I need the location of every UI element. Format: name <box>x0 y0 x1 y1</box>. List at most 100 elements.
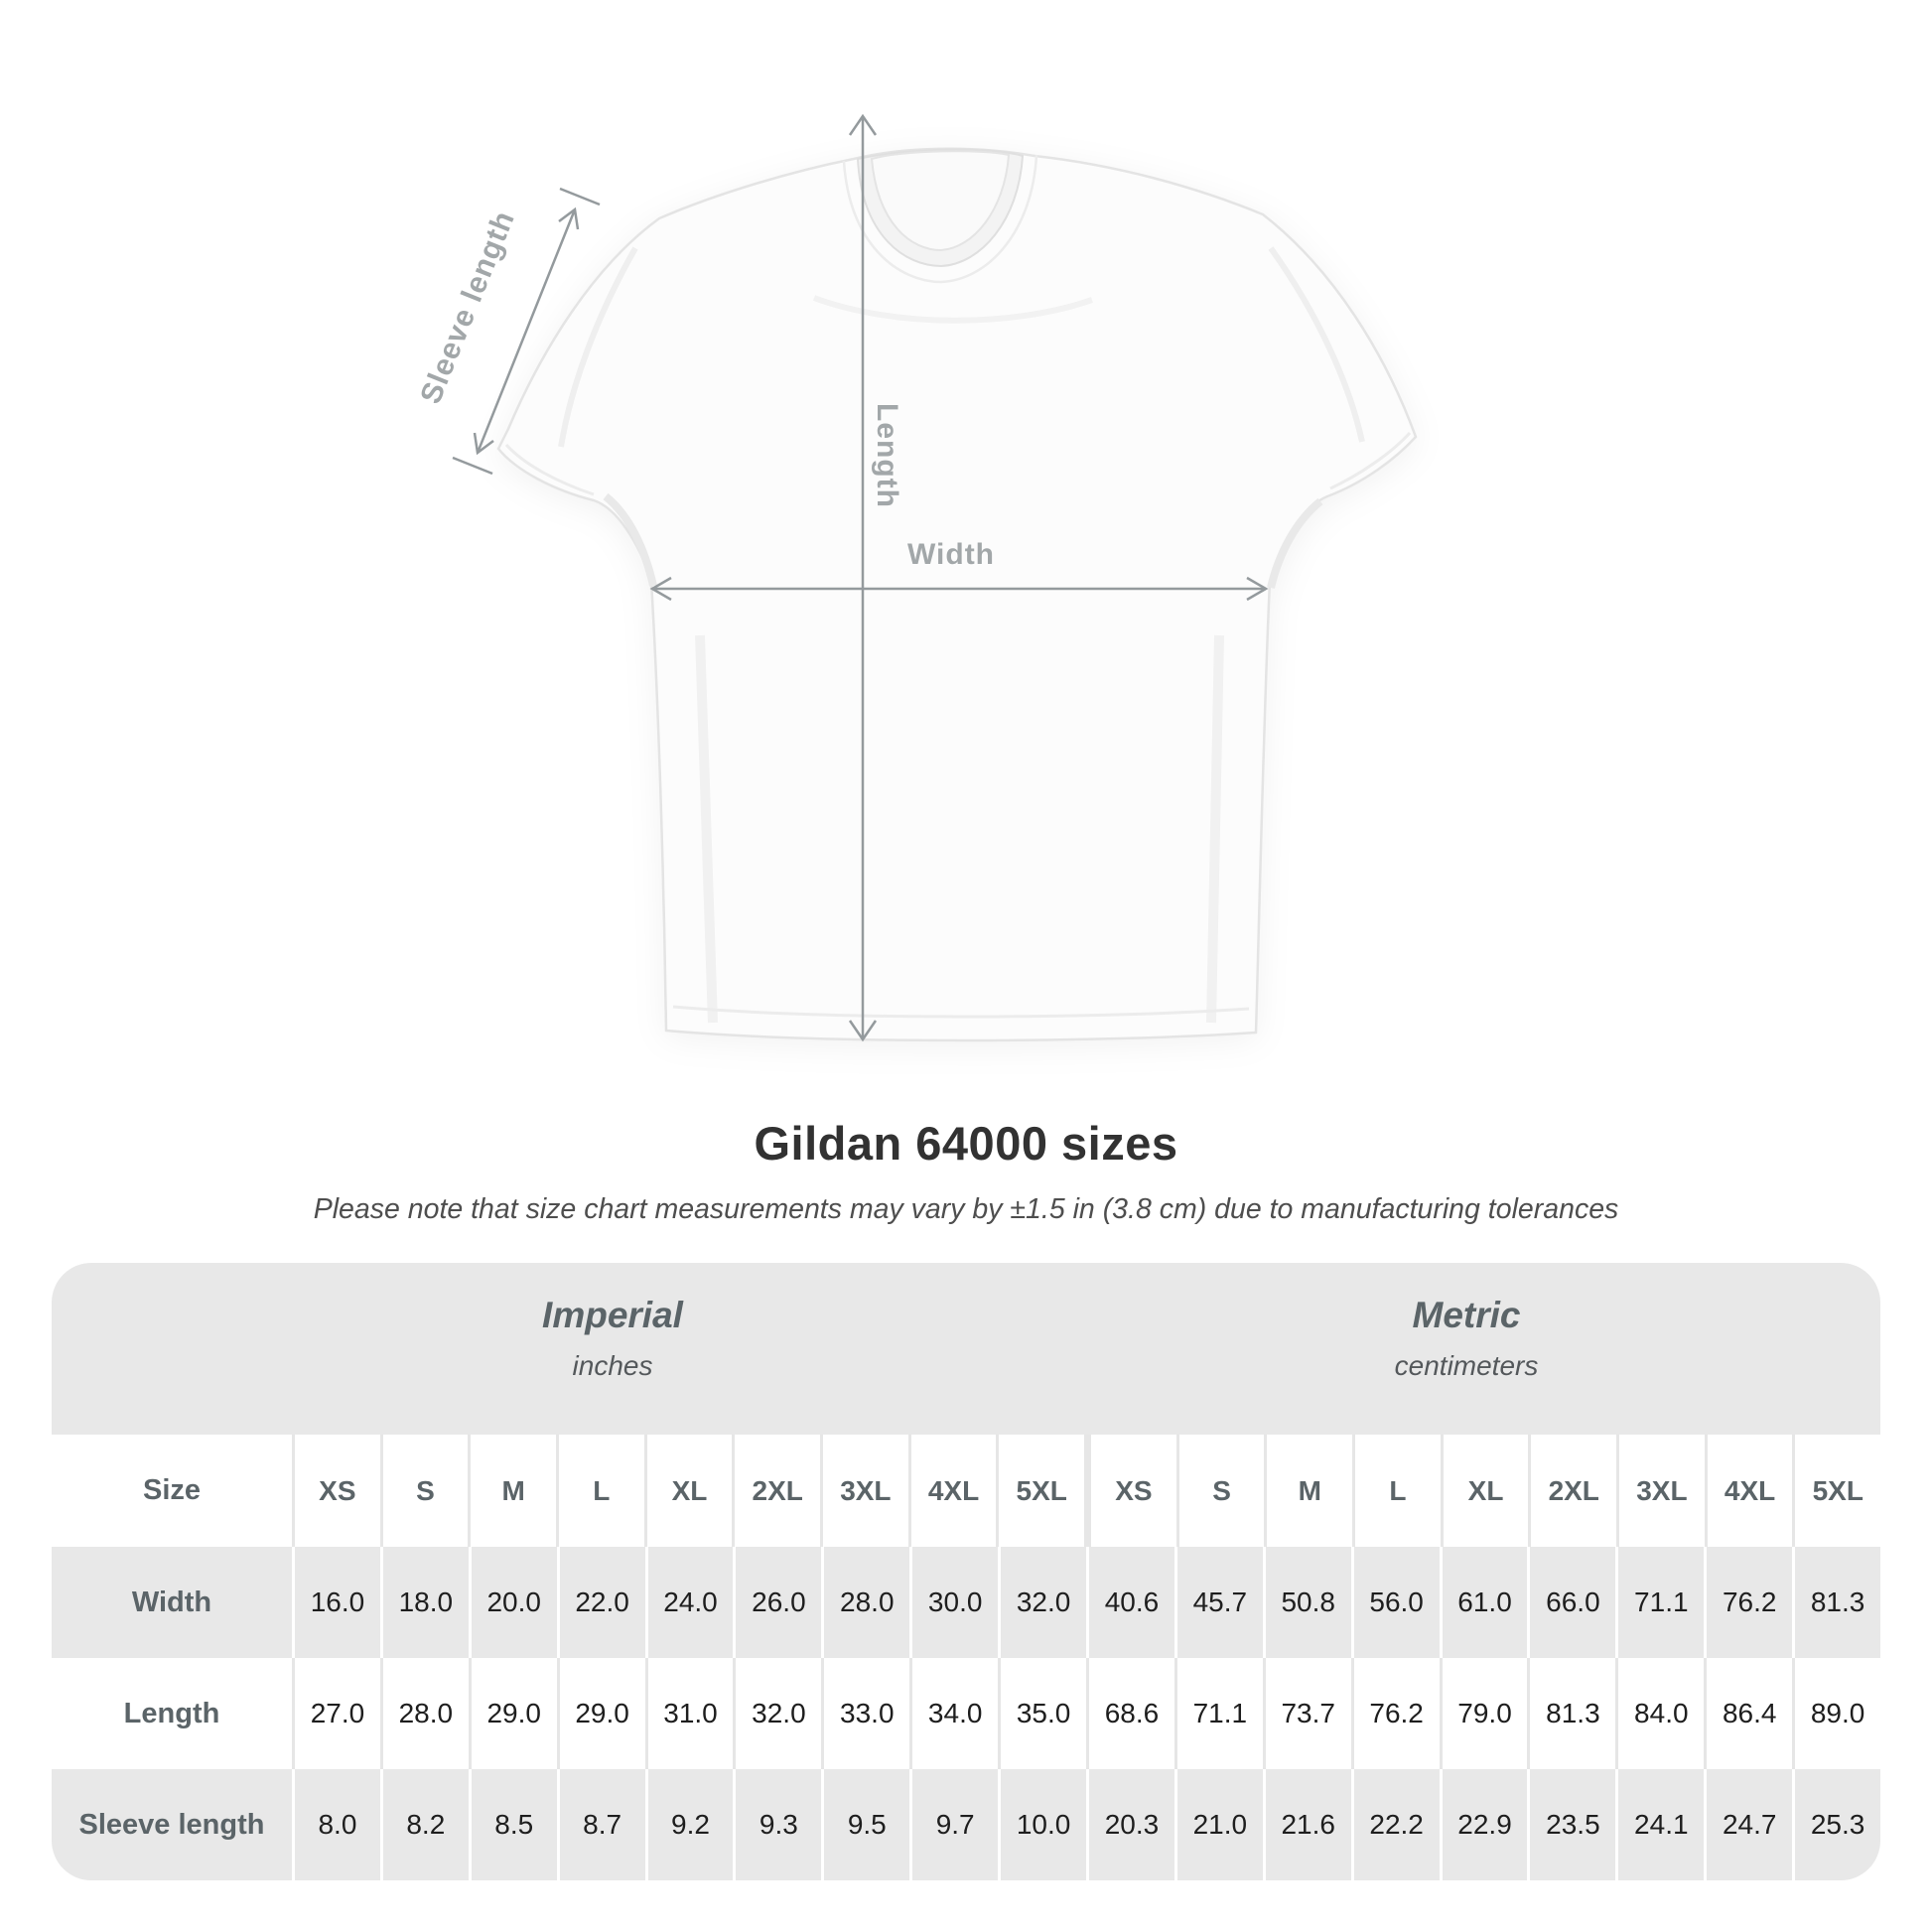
tshirt-graphic <box>496 147 1418 1042</box>
value-cell: 32.0 <box>998 1547 1086 1658</box>
value-cell: 9.2 <box>644 1769 734 1880</box>
value-cell: 76.2 <box>1350 1658 1440 1769</box>
value-cell: 9.7 <box>909 1769 998 1880</box>
length-label: Length <box>871 403 903 508</box>
value-cell: 8.2 <box>379 1769 469 1880</box>
value-cell: 21.0 <box>1173 1769 1263 1880</box>
length-arrow <box>848 113 878 1042</box>
metric-unit: centimeters <box>1394 1350 1539 1381</box>
value-cell: 24.0 <box>644 1547 734 1658</box>
value-cell: 9.3 <box>733 1769 821 1880</box>
value-cell: 29.0 <box>556 1658 645 1769</box>
value-cell: 79.0 <box>1439 1658 1528 1769</box>
value-cell: 33.0 <box>821 1658 909 1769</box>
value-cell: 56.0 <box>1350 1547 1440 1658</box>
size-header-cell: S <box>379 1435 469 1547</box>
table-row-sleeve-length: Sleeve length 8.0 8.2 8.5 8.7 9.2 9.3 9.5 9.7 10.… <box>52 1769 1880 1880</box>
collar-inner-band <box>870 150 1011 252</box>
value-cell: 8.5 <box>468 1769 557 1880</box>
size-header-cell: 2XL <box>732 1435 820 1547</box>
metric-heading: Metric <box>1412 1295 1521 1335</box>
value-cell: 29.0 <box>468 1658 557 1769</box>
value-cell: 34.0 <box>909 1658 998 1769</box>
row-label: Width <box>131 1586 212 1618</box>
sleeve-length-arrow <box>452 187 601 476</box>
size-header-cell: M <box>1264 1435 1352 1547</box>
unit-group-imperial: Imperial inches <box>542 1295 683 1382</box>
value-cell: 8.0 <box>292 1769 380 1880</box>
value-cell: 81.3 <box>1792 1547 1880 1658</box>
value-cell: 76.2 <box>1704 1547 1792 1658</box>
size-header-cell: 2XL <box>1528 1435 1616 1547</box>
value-cell: 16.0 <box>292 1547 380 1658</box>
value-cell: 26.0 <box>733 1547 821 1658</box>
row-label: Length <box>123 1697 220 1729</box>
value-cell: 20.0 <box>468 1547 557 1658</box>
size-column-header: Size <box>142 1474 202 1506</box>
collar-stitch <box>842 154 1038 284</box>
value-cell: 28.0 <box>379 1658 469 1769</box>
size-header-cell: XL <box>1440 1435 1529 1547</box>
sleeve-length-label: Sleeve length <box>414 207 521 409</box>
value-cell: 84.0 <box>1615 1658 1704 1769</box>
value-cell: 66.0 <box>1527 1547 1615 1658</box>
fabric-folds <box>504 246 1412 1024</box>
size-header-cell: S <box>1175 1435 1265 1547</box>
size-table-body: Width 16.0 18.0 20.0 22.0 24.0 26.0 28.0 30.0 32.… <box>52 1547 1880 1880</box>
value-cell: 24.7 <box>1704 1769 1792 1880</box>
value-cell: 68.6 <box>1086 1658 1174 1769</box>
imperial-unit: inches <box>572 1350 653 1381</box>
value-cell: 18.0 <box>379 1547 469 1658</box>
size-header-cell: 4XL <box>907 1435 997 1547</box>
table-row-width: Width 16.0 18.0 20.0 22.0 24.0 26.0 28.0 30.0 32.… <box>52 1547 1880 1658</box>
size-header-cell: 4XL <box>1704 1435 1793 1547</box>
size-header-cell: M <box>468 1435 556 1547</box>
value-cell: 27.0 <box>292 1658 380 1769</box>
value-cell: 45.7 <box>1173 1547 1263 1658</box>
size-chart-table: Imperial inches Metric centimeters Size … <box>52 1263 1880 1880</box>
value-cell: 86.4 <box>1704 1658 1792 1769</box>
size-header-cell: L <box>1352 1435 1441 1547</box>
value-cell: 28.0 <box>821 1547 909 1658</box>
value-cell: 30.0 <box>909 1547 998 1658</box>
unit-header-band: Imperial inches Metric centimeters <box>52 1263 1880 1435</box>
value-cell: 25.3 <box>1792 1769 1880 1880</box>
value-cell: 21.6 <box>1262 1769 1351 1880</box>
value-cell: 89.0 <box>1792 1658 1880 1769</box>
size-header-cell: 5XL <box>996 1435 1084 1547</box>
size-header-cell: XS <box>292 1435 380 1547</box>
width-arrow <box>649 576 1269 602</box>
measurement-annotations <box>452 113 1269 1042</box>
value-cell: 32.0 <box>733 1658 821 1769</box>
value-cell: 24.1 <box>1615 1769 1704 1880</box>
value-cell: 35.0 <box>998 1658 1086 1769</box>
size-header-cell: L <box>556 1435 644 1547</box>
value-cell: 10.0 <box>998 1769 1086 1880</box>
width-label: Width <box>907 538 995 571</box>
value-cell: 61.0 <box>1439 1547 1528 1658</box>
size-header-cell: XS <box>1084 1435 1176 1547</box>
value-cell: 8.7 <box>556 1769 645 1880</box>
value-cell: 9.5 <box>821 1769 909 1880</box>
tolerance-note: Please note that size chart measurements… <box>313 1193 1619 1225</box>
value-cell: 22.9 <box>1439 1769 1528 1880</box>
value-cell: 22.2 <box>1350 1769 1440 1880</box>
value-cell: 73.7 <box>1262 1658 1351 1769</box>
tshirt-measurement-diagram: Length Width Sleeve length <box>414 113 1418 1042</box>
size-header-cell: XL <box>643 1435 733 1547</box>
size-header-row: Size XS S M L XL 2XL 3XL 4XL 5XL XS S M L XL 2XL 3XL 4XL… <box>52 1435 1880 1547</box>
value-cell: 81.3 <box>1527 1658 1615 1769</box>
row-label: Sleeve length <box>78 1808 265 1841</box>
value-cell: 22.0 <box>556 1547 645 1658</box>
tshirt-outline <box>496 147 1418 1042</box>
value-cell: 50.8 <box>1262 1547 1351 1658</box>
size-header-cell: 3XL <box>1616 1435 1705 1547</box>
value-cell: 71.1 <box>1615 1547 1704 1658</box>
value-cell: 20.3 <box>1086 1769 1174 1880</box>
page-title: Gildan 64000 sizes <box>754 1117 1178 1170</box>
value-cell: 23.5 <box>1527 1769 1615 1880</box>
table-row-length: Length 27.0 28.0 29.0 29.0 31.0 32.0 33.0 34.0 35… <box>52 1658 1880 1769</box>
unit-group-metric: Metric centimeters <box>1395 1295 1539 1382</box>
value-cell: 71.1 <box>1173 1658 1263 1769</box>
